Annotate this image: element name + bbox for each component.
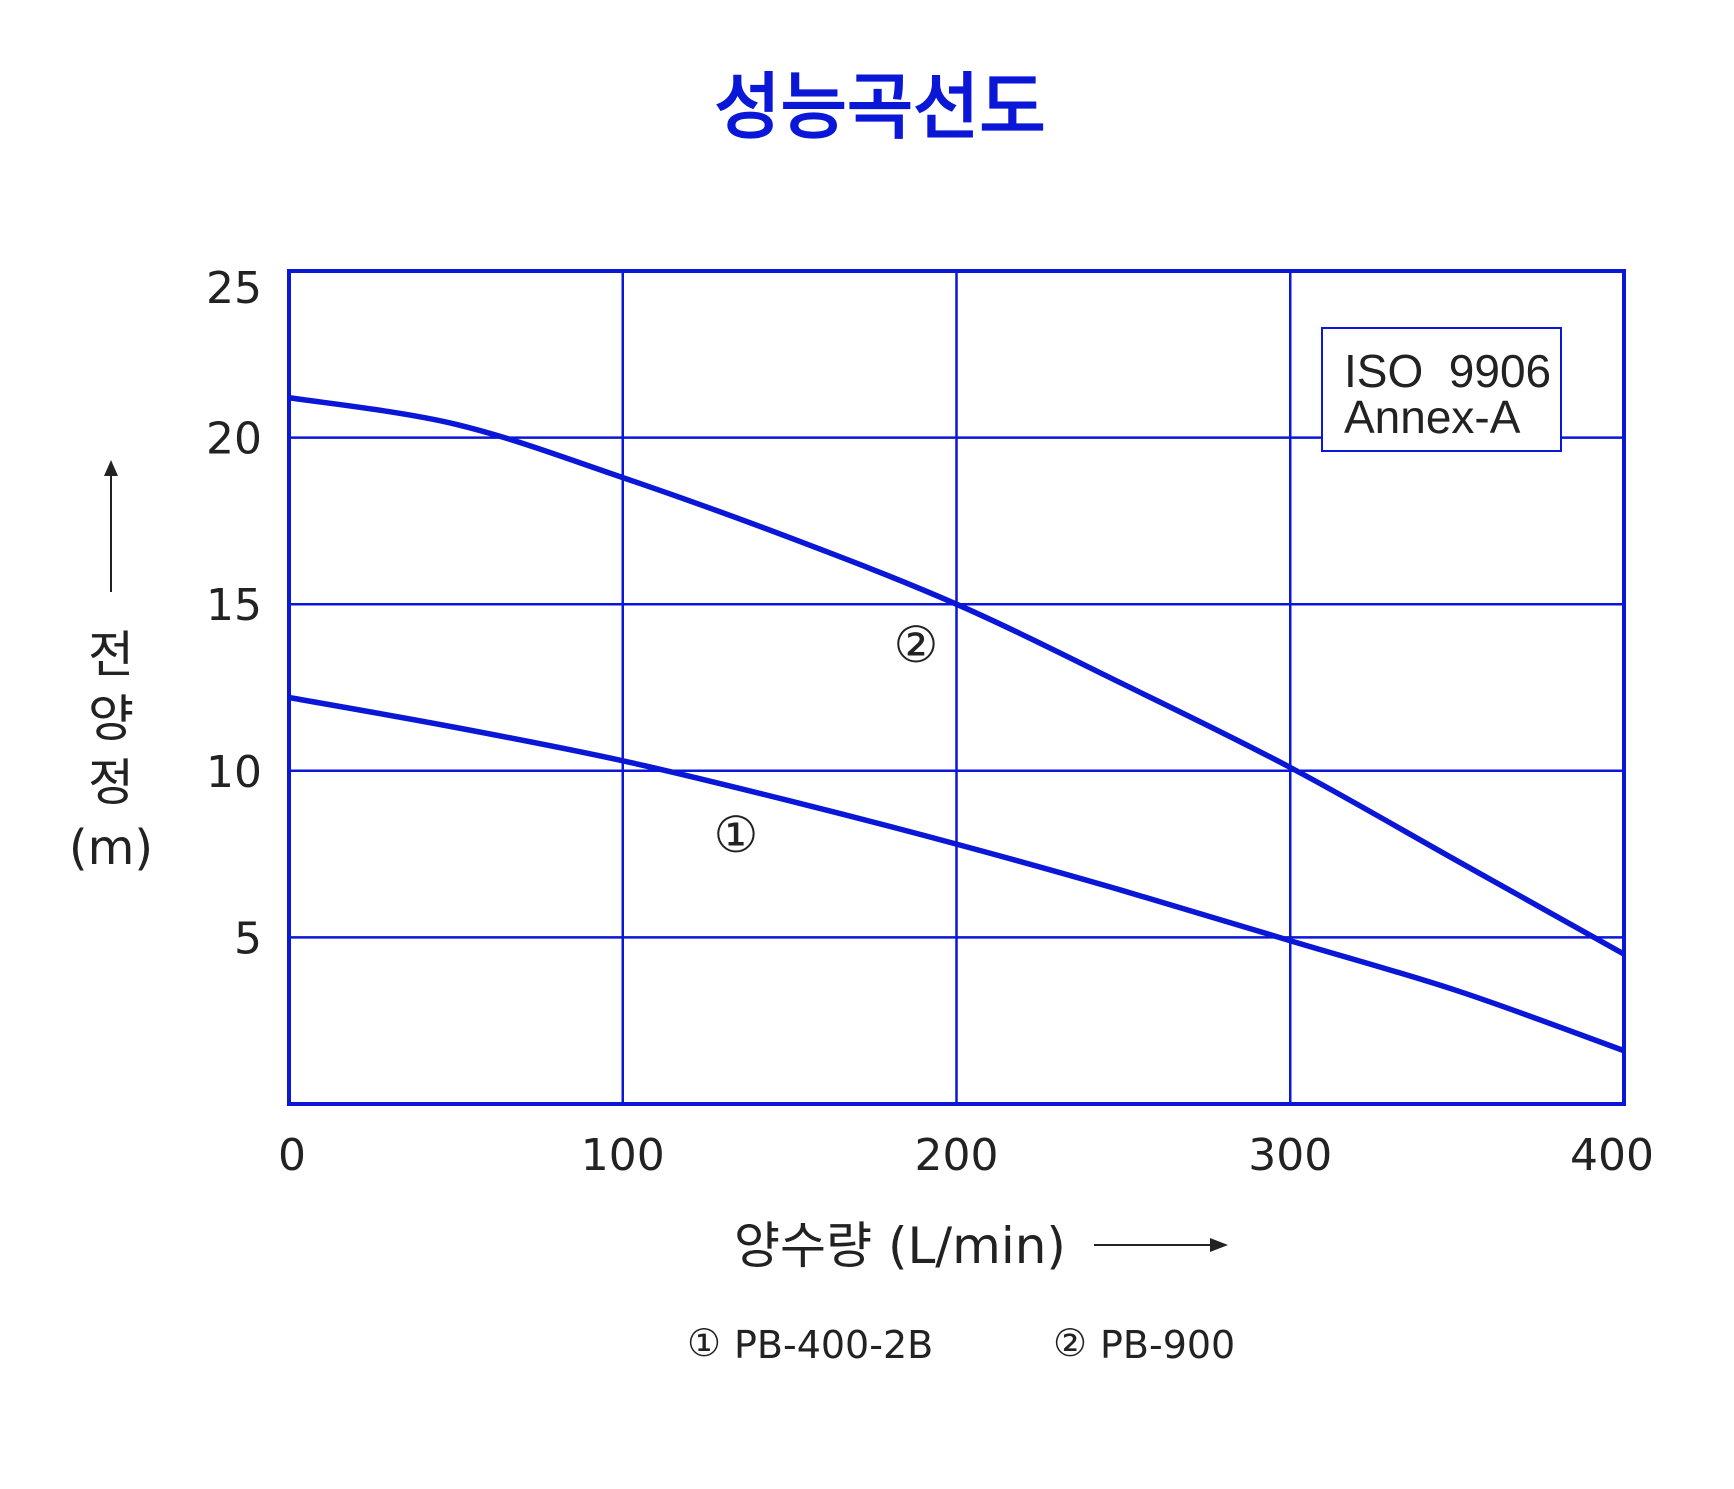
x-axis-label: 양수량 (L/min)	[734, 1217, 1066, 1275]
x-tick-label-0: 0	[278, 1130, 306, 1181]
y-tick-label-20: 20	[206, 414, 262, 465]
y-axis-label-char-2: 양	[88, 690, 134, 748]
y-axis-label-unit: (m)	[69, 820, 153, 876]
legend-series-2-marker: ②	[1053, 1321, 1087, 1365]
y-axis-label-char-1: 전	[88, 626, 134, 684]
annotation-box	[1321, 327, 1562, 452]
x-tick-labels: 0 100 200 300 400	[278, 1130, 1654, 1181]
series-1-curve-marker: ①	[714, 806, 759, 864]
plot-frame	[287, 269, 1626, 1106]
legend-series-1-name: PB-400-2B	[734, 1323, 933, 1367]
legend-series-1-marker: ①	[687, 1321, 721, 1365]
y-tick-label-25: 25	[206, 263, 262, 314]
series-1-line	[288, 694, 1625, 1054]
annotation-line-1: ISO 9906	[1344, 345, 1551, 397]
y-axis-label-char-3: 정	[88, 754, 134, 812]
y-axis-arrow-head	[104, 460, 118, 476]
chart-title: 성능곡선도	[714, 65, 1045, 149]
y-tick-labels: 5 10 15 20 25	[206, 263, 262, 964]
x-tick-label-300: 300	[1248, 1130, 1332, 1181]
y-tick-label-10: 10	[206, 747, 262, 798]
series-2-line	[288, 394, 1626, 957]
series-lines	[288, 394, 1626, 1054]
y-tick-label-5: 5	[234, 913, 262, 964]
standard-annotation: ISO 9906 Annex-A	[1321, 327, 1562, 452]
legend-series-2-name: PB-900	[1100, 1323, 1235, 1367]
y-axis-label: 전 양 정 (m)	[69, 460, 153, 876]
annotation-line-2: Annex-A	[1344, 391, 1521, 443]
x-tick-label-100: 100	[581, 1130, 665, 1181]
x-tick-label-400: 400	[1570, 1130, 1654, 1181]
x-tick-label-200: 200	[915, 1130, 999, 1181]
x-axis-arrow-head	[1210, 1238, 1228, 1252]
y-tick-label-15: 15	[206, 580, 262, 631]
x-axis-label-group: 양수량 (L/min)	[734, 1217, 1228, 1275]
series-2-curve-marker: ②	[894, 616, 939, 674]
legend: ① PB-400-2B ② PB-900	[687, 1321, 1235, 1367]
